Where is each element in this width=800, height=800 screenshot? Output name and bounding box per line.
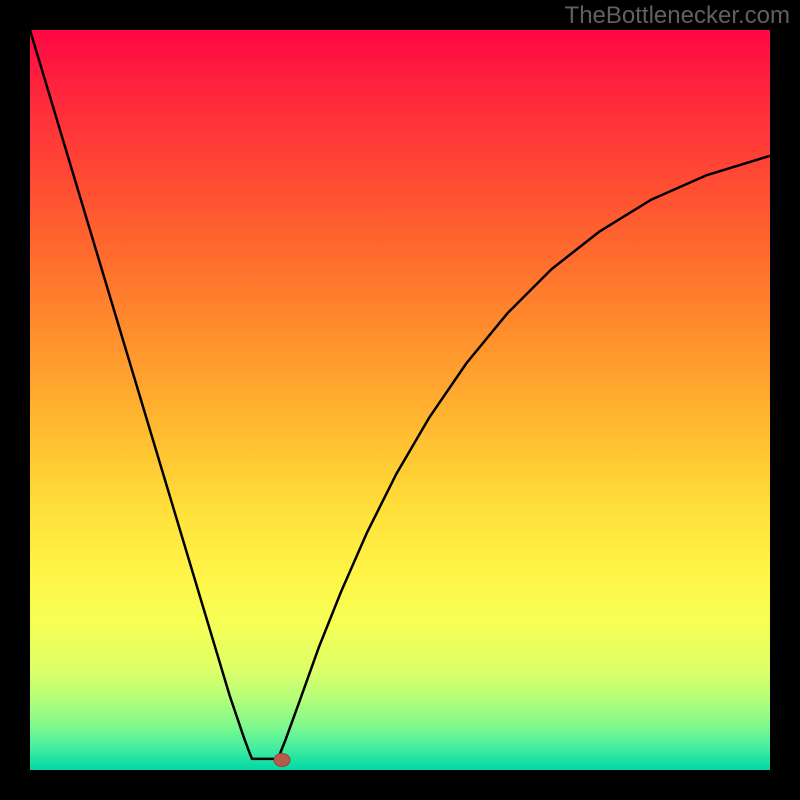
- plot-area: [30, 30, 770, 770]
- curve-path: [30, 30, 770, 759]
- chart-container: TheBottlenecker.com: [0, 0, 800, 800]
- optimal-point-marker: [273, 753, 290, 767]
- bottleneck-curve: [30, 30, 770, 770]
- watermark-text: TheBottlenecker.com: [565, 2, 790, 30]
